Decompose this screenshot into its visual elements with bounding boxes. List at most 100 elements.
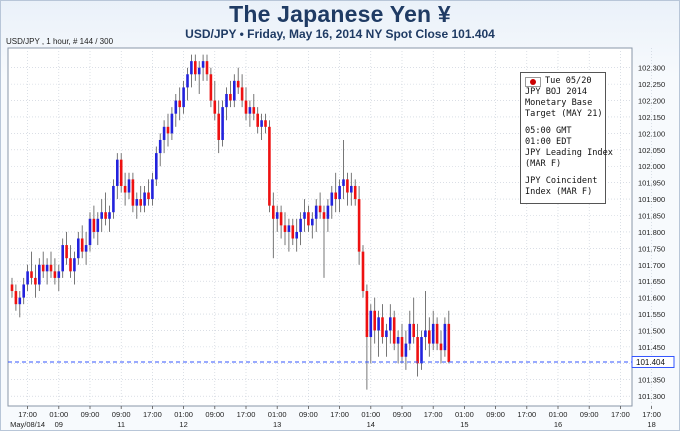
- x-tick-label: 01:00: [455, 410, 474, 419]
- candle-body: [18, 297, 22, 305]
- candle: [225, 87, 228, 121]
- event-line: 01:00 EDT: [525, 137, 572, 147]
- candle-body: [201, 61, 205, 68]
- candle-body: [104, 212, 107, 219]
- candle: [272, 192, 275, 259]
- candle-body: [26, 271, 29, 285]
- candle-body: [233, 80, 236, 101]
- x-date-label: 15: [460, 420, 468, 429]
- candle: [18, 291, 22, 318]
- event-line: JPY Coincident: [525, 176, 598, 186]
- candle: [287, 218, 291, 252]
- candle-body: [287, 225, 291, 232]
- candle: [151, 172, 154, 206]
- candle-body: [350, 185, 353, 193]
- candle: [377, 310, 380, 357]
- candle: [45, 258, 49, 285]
- candle-body: [334, 192, 337, 200]
- candle: [213, 80, 217, 121]
- candle-body: [158, 139, 162, 154]
- candle-body: [408, 323, 412, 344]
- candle: [131, 172, 135, 213]
- event-calendar-box: Tue 05/20 JPY BOJ 2014 Monetary Base Tar…: [520, 72, 613, 204]
- candle-body: [22, 284, 25, 298]
- candle: [194, 54, 197, 81]
- candle-body: [439, 343, 443, 351]
- candle-body: [275, 212, 279, 219]
- event-line: (MAR F): [525, 159, 562, 169]
- y-tick-label: 101.300: [638, 392, 665, 401]
- candle-body: [416, 337, 419, 364]
- candle: [279, 205, 283, 239]
- candle: [392, 310, 396, 351]
- y-tick-label: 102.250: [638, 80, 665, 89]
- candle-body: [307, 212, 310, 226]
- candle: [162, 120, 166, 154]
- candle: [96, 212, 100, 246]
- candle-body: [424, 330, 427, 338]
- candle-body: [365, 291, 369, 338]
- candle-body: [155, 153, 158, 180]
- candle: [49, 251, 53, 278]
- candle: [57, 264, 61, 292]
- candle-body: [96, 218, 100, 232]
- x-tick-label: 17:00: [517, 410, 536, 419]
- candle: [116, 153, 119, 200]
- candle: [73, 251, 76, 285]
- candle-body: [205, 61, 209, 75]
- candle-body: [404, 343, 408, 357]
- candle: [88, 212, 92, 252]
- y-tick-label: 101.950: [638, 179, 665, 188]
- y-tick-label: 102.100: [638, 129, 665, 138]
- candle-body: [283, 225, 287, 232]
- x-date-label: May/08/14: [10, 420, 45, 429]
- candles: [10, 54, 451, 390]
- candle-body: [428, 330, 431, 344]
- candle-body: [166, 126, 170, 134]
- candle-body: [330, 192, 334, 206]
- candle-body: [225, 93, 228, 108]
- candle: [412, 297, 415, 344]
- candle-body: [38, 264, 41, 285]
- candle: [221, 100, 224, 147]
- x-date-label: 13: [273, 420, 281, 429]
- candle-body: [69, 258, 72, 272]
- x-tick-label: 17:00: [330, 410, 349, 419]
- event-line: JPY BOJ 2014: [525, 87, 588, 97]
- x-date-label: 11: [117, 420, 125, 429]
- candle-body: [213, 100, 217, 114]
- candle-body: [443, 323, 447, 351]
- candle: [14, 284, 18, 311]
- candle: [61, 238, 64, 278]
- candle-body: [80, 238, 84, 252]
- japan-flag-icon: [525, 76, 541, 87]
- candle: [217, 100, 220, 154]
- x-tick-label: 09:00: [81, 410, 100, 419]
- candle: [373, 297, 376, 344]
- candle: [252, 93, 256, 121]
- candle: [77, 231, 80, 265]
- candle-body: [389, 317, 392, 331]
- candle: [431, 310, 435, 351]
- x-tick-label: 17:00: [611, 410, 630, 419]
- candle: [170, 107, 174, 140]
- y-tick-label: 101.700: [638, 261, 665, 270]
- y-tick-label: 101.450: [638, 343, 665, 352]
- candle-body: [268, 126, 271, 206]
- candle: [365, 284, 369, 390]
- y-tick-label: 101.750: [638, 244, 665, 253]
- candle: [30, 251, 33, 285]
- candle: [420, 330, 423, 370]
- event-line: Target (MAY 21): [525, 109, 603, 119]
- candle-body: [248, 107, 252, 114]
- candle-body: [377, 317, 380, 331]
- candle: [119, 153, 123, 193]
- x-date-label: 09: [55, 420, 63, 429]
- x-date-label: 16: [554, 420, 562, 429]
- candle-body: [170, 113, 174, 134]
- x-tick-label: 09:00: [205, 410, 224, 419]
- candle-body: [100, 212, 103, 219]
- candle-body: [10, 284, 14, 292]
- candle-body: [326, 205, 330, 219]
